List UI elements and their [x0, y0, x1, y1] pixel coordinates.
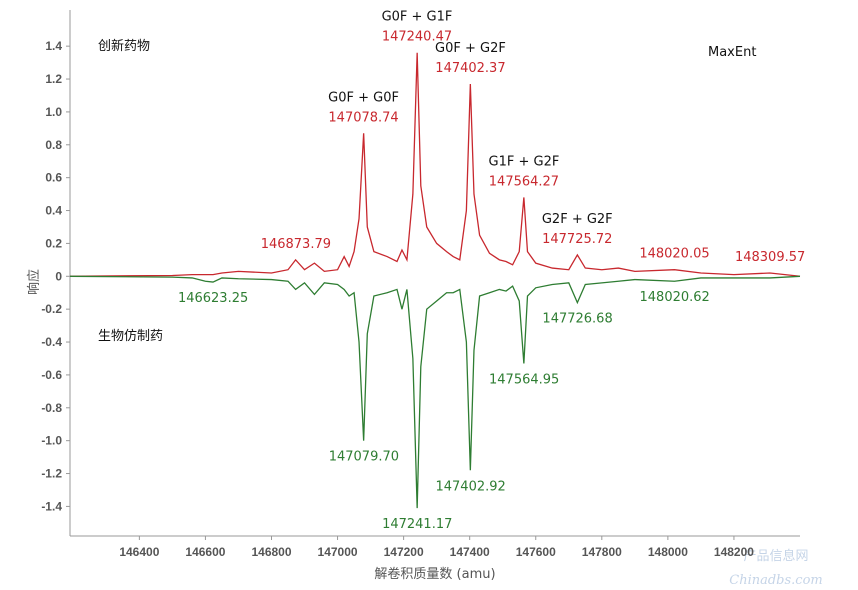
y-tick-label: -0.6	[41, 368, 62, 382]
x-tick-label: 148200	[714, 545, 754, 559]
label-innovator: 创新药物	[98, 38, 150, 54]
x-tick-label: 146600	[185, 545, 225, 559]
y-tick-label: -1.0	[41, 434, 62, 448]
peak-glycoform-label: G1F + G2F	[489, 154, 560, 169]
y-axis-title: 响应	[26, 269, 42, 295]
x-tick-label: 148000	[648, 545, 688, 559]
peak-mass-label: 147725.72	[542, 232, 612, 247]
x-axis-title: 解卷积质量数 (amu)	[374, 566, 495, 582]
y-tick-label: 1.4	[45, 39, 62, 53]
peak-mass-label: 147564.27	[489, 174, 559, 189]
x-tick-label: 147600	[516, 545, 556, 559]
peak-mass-label: 147402.92	[435, 479, 505, 494]
peak-glycoform-label: G0F + G2F	[435, 41, 506, 56]
peak-glycoform-label: G0F + G0F	[328, 90, 399, 105]
watermark: 产品信息网	[743, 548, 808, 564]
x-tick-label: 146400	[119, 545, 159, 559]
label-biosimilar: 生物仿制药	[98, 329, 163, 344]
peak-mass-label: 147240.47	[382, 30, 452, 45]
y-tick-label: -1.4	[41, 499, 62, 513]
peak-mass-label: 147564.95	[489, 372, 559, 387]
peak-mass-label: 146873.79	[261, 237, 331, 252]
x-tick-label: 146800	[251, 545, 291, 559]
y-tick-label: 1.0	[45, 105, 62, 119]
peak-mass-label: 148309.57	[735, 250, 805, 265]
x-tick-label: 147200	[384, 545, 424, 559]
spectrum-line	[69, 275, 801, 509]
peak-mass-label: 147079.70	[329, 450, 399, 465]
y-tick-label: 0.6	[45, 171, 62, 185]
y-tick-label: -0.4	[41, 335, 62, 349]
y-tick-label: 0	[55, 269, 62, 283]
peak-mass-label: 148020.05	[639, 247, 709, 262]
watermark: Chinadbs.com	[729, 573, 822, 588]
label-maxent: MaxEnt	[708, 45, 756, 60]
peak-mass-label: 147402.37	[435, 61, 505, 76]
y-tick-label: 0.8	[45, 138, 62, 152]
x-tick-label: 147000	[318, 545, 358, 559]
x-tick-label: 147400	[450, 545, 490, 559]
spectrum-line	[69, 52, 801, 277]
y-tick-label: -0.2	[41, 302, 62, 316]
x-tick-label: 147800	[582, 545, 622, 559]
y-tick-label: 0.2	[45, 236, 62, 250]
peak-mass-label: 147078.74	[328, 110, 398, 125]
y-tick-label: 0.4	[45, 204, 62, 218]
peak-glycoform-label: G0F + G1F	[382, 10, 453, 25]
peak-mass-label: 147726.68	[542, 312, 612, 327]
peak-mass-label: 148020.62	[640, 290, 710, 305]
y-tick-label: -0.8	[41, 401, 62, 415]
y-tick-label: -1.2	[41, 467, 62, 481]
peak-mass-label: 146623.25	[178, 291, 248, 306]
y-tick-label: 1.2	[45, 72, 62, 86]
peak-glycoform-label: G2F + G2F	[542, 212, 613, 227]
peak-mass-label: 147241.17	[382, 517, 452, 532]
